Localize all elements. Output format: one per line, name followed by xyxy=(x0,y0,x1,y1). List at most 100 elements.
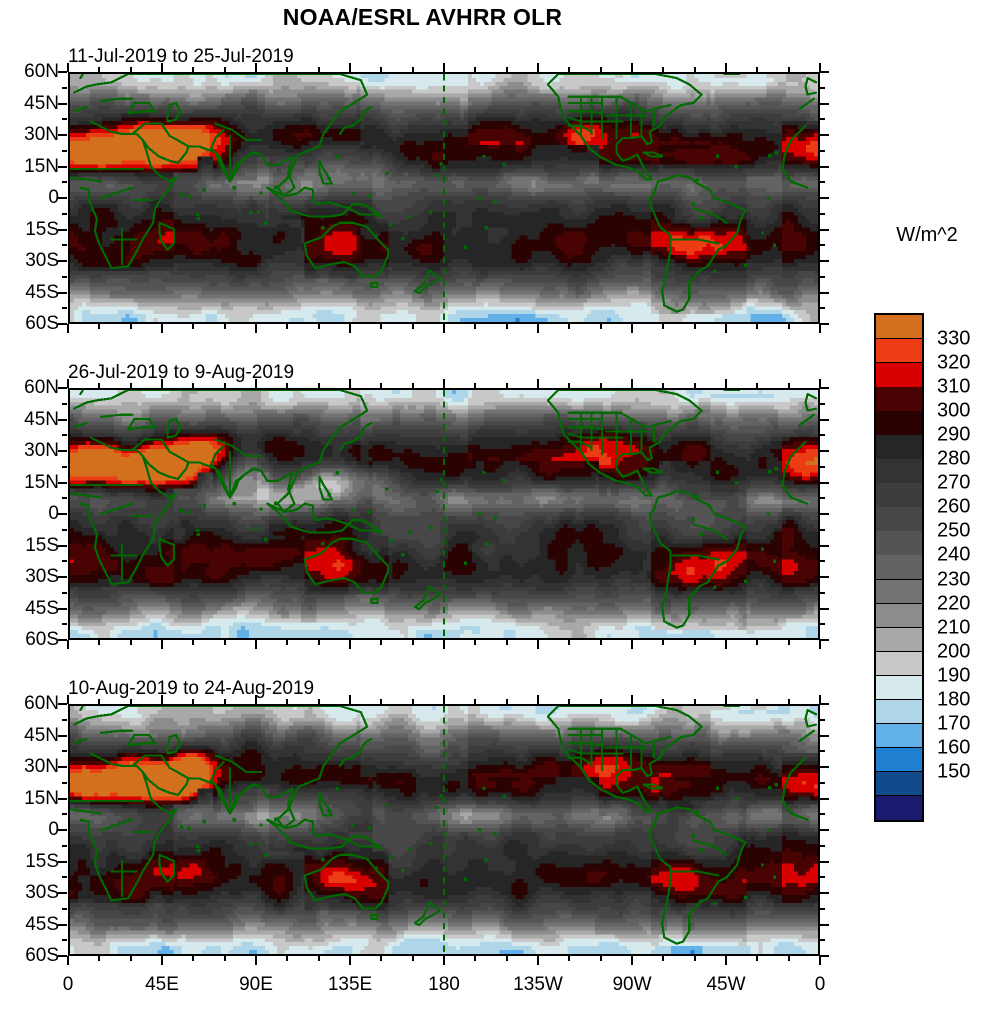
y-tick xyxy=(58,197,67,199)
x-tick-minor xyxy=(223,956,226,961)
x-tick xyxy=(67,379,69,388)
x-tick xyxy=(631,640,633,649)
olr-raster-1 xyxy=(70,74,818,322)
y-tick-right xyxy=(820,291,829,294)
x-tick-minor xyxy=(411,324,414,329)
x-tick xyxy=(255,379,257,388)
x-tick xyxy=(255,695,257,704)
x-tick-minor xyxy=(505,956,508,961)
x-tick xyxy=(819,379,821,388)
y-tick-minor-right xyxy=(820,434,825,437)
x-tick-minor xyxy=(317,699,320,704)
x-tick xyxy=(631,63,633,72)
x-tick-minor xyxy=(787,383,790,388)
y-tick xyxy=(58,829,67,831)
x-tick xyxy=(819,956,821,965)
x-tick-minor xyxy=(693,67,696,72)
colorbar-band xyxy=(876,747,922,773)
x-tick-minor xyxy=(568,956,571,961)
olr-map-1[interactable] xyxy=(68,72,820,324)
x-tick-minor xyxy=(756,383,759,388)
x-tick xyxy=(819,640,821,649)
x-tick-minor xyxy=(380,640,383,645)
colorbar-units-label: W/m^2 xyxy=(872,224,982,247)
y-axis-label: 60S xyxy=(0,629,59,651)
y-tick-right xyxy=(820,197,829,199)
x-tick xyxy=(67,640,69,649)
y-axis-label: 15N xyxy=(0,156,59,178)
x-tick xyxy=(161,640,163,649)
x-tick xyxy=(537,956,539,965)
x-tick-minor xyxy=(756,956,759,961)
y-tick-right xyxy=(820,923,829,926)
x-tick-minor xyxy=(505,383,508,388)
x-tick-minor xyxy=(380,699,383,704)
x-tick-minor xyxy=(474,324,477,329)
x-tick-minor xyxy=(192,956,195,961)
olr-map-3[interactable] xyxy=(68,704,820,956)
x-tick-minor xyxy=(693,324,696,329)
x-tick-minor xyxy=(98,699,101,704)
x-tick xyxy=(443,695,445,704)
y-tick-minor xyxy=(62,402,67,405)
x-tick-minor xyxy=(98,67,101,72)
y-axis-label: 15S xyxy=(0,535,59,557)
x-tick xyxy=(725,379,727,388)
x-tick xyxy=(819,324,821,333)
x-tick xyxy=(443,379,445,388)
y-tick-minor xyxy=(62,86,67,89)
x-tick xyxy=(349,379,351,388)
x-tick xyxy=(67,695,69,704)
colorbar-tick-label: 150 xyxy=(937,760,970,783)
y-axis-label: 30N xyxy=(0,756,59,778)
x-axis-label: 0 xyxy=(815,974,826,996)
x-tick-minor xyxy=(411,640,414,645)
y-tick-minor xyxy=(62,497,67,500)
x-tick-minor xyxy=(787,324,790,329)
x-tick xyxy=(537,640,539,649)
colorbar-band xyxy=(876,531,922,556)
x-tick-minor xyxy=(192,640,195,645)
colorbar-band xyxy=(876,507,922,532)
y-tick xyxy=(58,544,67,547)
y-axis-label: 45S xyxy=(0,914,59,936)
x-tick-minor xyxy=(662,383,665,388)
y-tick-right xyxy=(820,513,829,515)
x-tick-minor xyxy=(756,67,759,72)
x-tick xyxy=(349,640,351,649)
x-tick-minor xyxy=(129,67,132,72)
colorbar-tick-label: 170 xyxy=(937,712,970,735)
y-tick xyxy=(58,71,67,73)
x-tick-minor xyxy=(568,383,571,388)
y-tick-minor xyxy=(62,434,67,437)
y-tick-minor xyxy=(62,750,67,753)
colorbar-tick-label: 190 xyxy=(937,664,970,687)
colorbar-tick-label: 210 xyxy=(937,616,970,639)
y-tick-right xyxy=(820,481,829,484)
x-axis-label: 180 xyxy=(428,974,460,996)
colorbar xyxy=(874,313,924,822)
panel-2-title: 26-Jul-2019 to 9-Aug-2019 xyxy=(68,362,294,384)
x-tick-minor xyxy=(223,67,226,72)
y-tick-minor-right xyxy=(820,528,825,531)
colorbar-tick-label: 270 xyxy=(937,472,970,495)
x-tick-minor xyxy=(568,67,571,72)
x-tick-minor xyxy=(756,699,759,704)
y-tick-minor xyxy=(62,465,67,468)
y-tick xyxy=(58,576,67,578)
x-tick-minor xyxy=(317,324,320,329)
olr-map-2[interactable] xyxy=(68,388,820,640)
y-tick-minor-right xyxy=(820,844,825,847)
y-tick xyxy=(58,450,67,452)
y-tick-minor xyxy=(62,149,67,152)
x-tick xyxy=(725,63,727,72)
x-tick xyxy=(161,324,163,333)
y-axis-label: 45S xyxy=(0,598,59,620)
x-tick-minor xyxy=(474,699,477,704)
y-tick-right xyxy=(820,323,829,325)
x-tick-minor xyxy=(787,67,790,72)
map-panel-3: 10-Aug-2019 to 24-Aug-2019 60N 45N 30N 15N 0 1… xyxy=(24,678,829,966)
olr-raster-3 xyxy=(70,706,818,954)
colorbar-tick-label: 300 xyxy=(937,400,970,423)
